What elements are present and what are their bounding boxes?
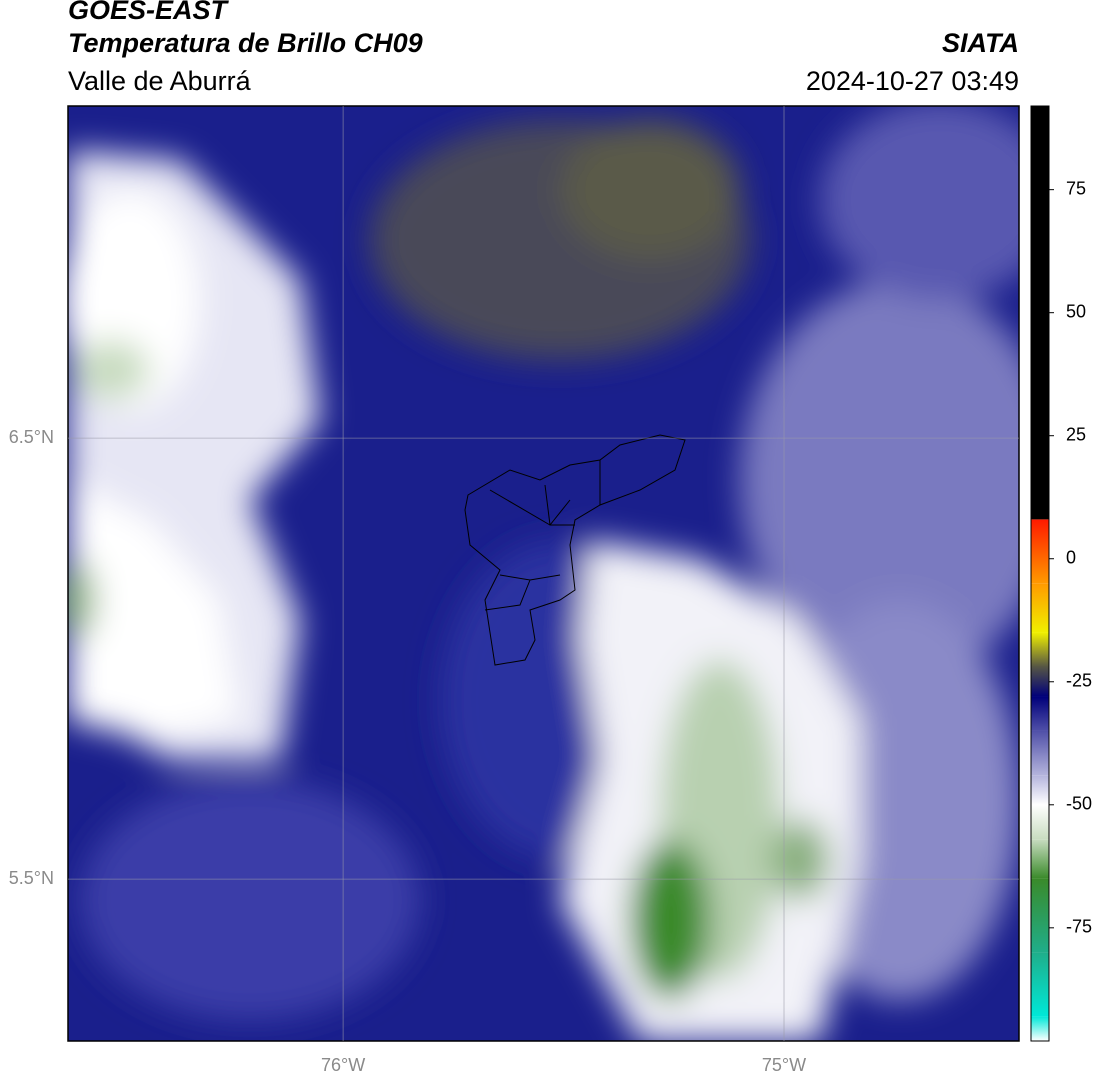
colorbar-tick-label: 75 <box>1066 178 1086 198</box>
colorbar-segment <box>1031 878 1049 953</box>
x-tick-label: 76°W <box>321 1055 365 1075</box>
colorbar-tick-label: 0 <box>1066 547 1076 567</box>
imagery <box>68 106 1019 1041</box>
colorbar-segment <box>1031 583 1049 633</box>
source: SIATA <box>942 28 1019 58</box>
colorbar-tick-label: 25 <box>1066 424 1086 444</box>
colorbar-segment <box>1031 730 1049 776</box>
colorbar-segment <box>1031 106 1049 520</box>
colorbar-segment <box>1031 519 1049 584</box>
municipal-boundaries <box>464 434 686 666</box>
colorbar-segment <box>1031 1016 1049 1041</box>
region: Valle de Aburrá <box>68 66 252 96</box>
y-tick-label: 6.5°N <box>9 427 54 447</box>
colorbar-tick-label: -75 <box>1066 917 1092 937</box>
colorbar-segment <box>1031 667 1049 697</box>
colorbar-tick-label: -25 <box>1066 671 1092 691</box>
colorbar-segment <box>1031 952 1049 1017</box>
colorbar-tick-label: 50 <box>1066 301 1086 321</box>
subtitle: Temperatura de Brillo CH09 <box>68 28 423 58</box>
colorbar-segment <box>1031 632 1049 667</box>
datetime: 2024-10-27 03:49 <box>806 66 1019 96</box>
title: GOES-EAST <box>68 0 230 25</box>
x-tick-label: 75°W <box>762 1055 806 1075</box>
map-frame <box>67 105 1020 1042</box>
colorbar-segment <box>1031 775 1049 805</box>
colorbar-tick-label: -50 <box>1066 794 1092 814</box>
colorbar-segment <box>1031 804 1049 840</box>
y-tick-label: 5.5°N <box>9 868 54 888</box>
colorbar-segment <box>1031 839 1049 879</box>
colorbar-segment <box>1031 696 1049 731</box>
colorbar-frame <box>1030 105 1050 1042</box>
